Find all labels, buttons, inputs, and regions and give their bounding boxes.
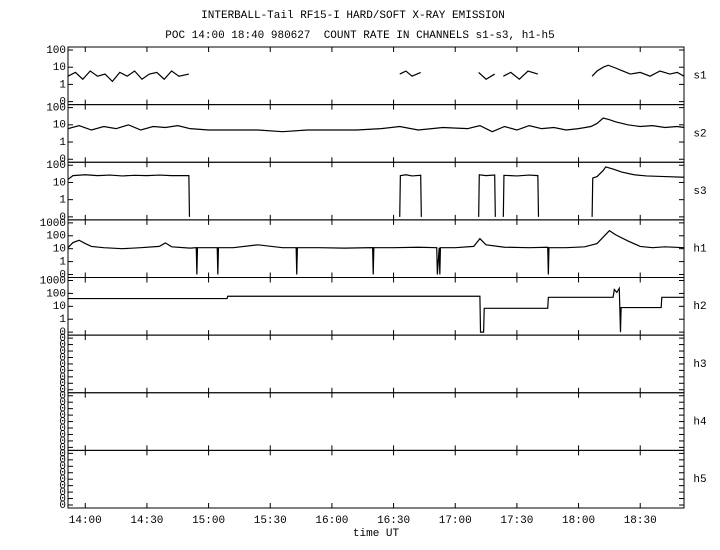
y-tick-label: 0 [59, 391, 66, 403]
y-tick-label: 0 [59, 269, 66, 281]
y-tick-label: 0 [59, 416, 66, 428]
panel-label: h2 [693, 301, 706, 313]
x-tick-label: 14:30 [130, 515, 163, 527]
y-tick-label: 100 [46, 231, 66, 243]
y-tick-label: 0 [59, 359, 66, 371]
y-tick-label: 0 [59, 385, 66, 397]
y-tick-label: 10 [53, 244, 66, 256]
data-line [67, 117, 685, 133]
x-tick-label: 16:00 [315, 515, 348, 527]
x-tick-label: 18:00 [562, 515, 595, 527]
y-tick-label: 10 [53, 120, 66, 132]
y-tick-label: 1 [59, 257, 66, 269]
chart-subtitle: POC 14:00 18:40 980627 COUNT RATE IN CHA… [165, 30, 554, 42]
chart-title: INTERBALL-Tail RF15-I HARD/SOFT X-RAY EM… [201, 10, 505, 22]
y-tick-label: 0 [59, 481, 66, 493]
y-tick-label: 0 [59, 327, 66, 339]
panel-label: h4 [693, 416, 707, 428]
y-tick-label: 0 [59, 423, 66, 435]
y-tick-label: 0 [59, 378, 66, 390]
y-tick-label: 0 [59, 212, 66, 224]
x-axis-label: time UT [353, 528, 400, 540]
y-tick-label: 0 [59, 461, 66, 473]
y-tick-label: 1 [59, 314, 66, 326]
y-tick-label: 0 [59, 448, 66, 460]
data-line [68, 286, 684, 333]
y-tick-label: 0 [59, 154, 66, 166]
panel-label: h3 [693, 359, 706, 371]
y-tick-label: 100 [46, 103, 66, 115]
y-tick-label: 0 [59, 333, 66, 345]
y-tick-label: 0 [59, 442, 66, 454]
y-tick-label: 0 [59, 500, 66, 512]
y-tick-label: 0 [59, 365, 66, 377]
y-tick-label: 0 [59, 339, 66, 351]
data-line [67, 166, 685, 217]
y-tick-label: 1 [59, 195, 66, 207]
y-tick-label: 1 [59, 137, 66, 149]
y-tick-label: 10 [53, 62, 66, 74]
y-tick-label: 100 [46, 288, 66, 300]
y-tick-label: 0 [59, 397, 66, 409]
y-tick-label: 0 [59, 346, 66, 358]
y-tick-label: 0 [59, 97, 66, 109]
panel-label: s3 [693, 186, 706, 198]
x-tick-label: 15:00 [192, 515, 225, 527]
panel-label: s2 [693, 128, 706, 140]
y-tick-label: 1 [59, 79, 66, 91]
y-tick-label: 100 [46, 45, 66, 57]
y-tick-label: 0 [59, 404, 66, 416]
x-tick-label: 15:30 [254, 515, 287, 527]
data-line [67, 229, 685, 275]
y-tick-label: 100 [46, 160, 66, 172]
y-tick-label: 10 [53, 177, 66, 189]
x-tick-label: 14:00 [69, 515, 102, 527]
y-tick-label: 0 [59, 429, 66, 441]
x-tick-label: 17:00 [439, 515, 472, 527]
data-line [67, 64, 685, 83]
y-tick-label: 0 [59, 372, 66, 384]
y-tick-label: 0 [59, 493, 66, 505]
y-tick-label: 0 [59, 436, 66, 448]
x-tick-label: 17:30 [500, 515, 533, 527]
x-tick-label: 18:30 [624, 515, 657, 527]
panel-label: h1 [693, 244, 707, 256]
y-tick-label: 10 [53, 301, 66, 313]
y-tick-label: 0 [59, 352, 66, 364]
panel-label: s1 [693, 71, 707, 83]
y-tick-label: 0 [59, 455, 66, 467]
y-tick-label: 0 [59, 474, 66, 486]
panel-label: h5 [693, 474, 706, 486]
y-tick-label: 1000 [40, 218, 66, 230]
y-tick-label: 0 [59, 468, 66, 480]
y-tick-label: 0 [59, 410, 66, 422]
y-tick-label: 0 [59, 487, 66, 499]
y-tick-label: 1000 [40, 275, 66, 287]
x-tick-label: 16:30 [377, 515, 410, 527]
